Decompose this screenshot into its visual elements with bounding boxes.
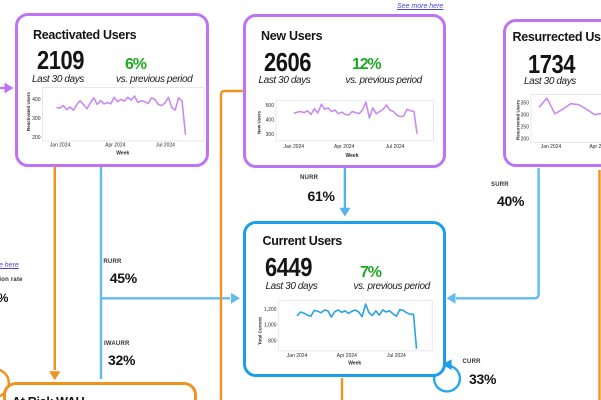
- svg-text:Jan 2024: Jan 2024: [284, 144, 305, 150]
- svg-text:Apr 2024: Apr 2024: [334, 144, 355, 150]
- svg-text:1,000: 1,000: [264, 322, 277, 328]
- svg-text:400: 400: [32, 97, 41, 103]
- svg-text:Jan 2024: Jan 2024: [287, 353, 308, 359]
- svg-text:500: 500: [266, 103, 275, 109]
- svg-text:Jul 2024: Jul 2024: [156, 143, 175, 149]
- svg-text:Jan 2024: Jan 2024: [541, 144, 562, 150]
- svg-text:1,200: 1,200: [264, 306, 277, 312]
- svg-text:300: 300: [32, 116, 41, 122]
- svg-text:Reactivated Users: Reactivated Users: [26, 91, 31, 131]
- svg-text:200: 200: [32, 135, 41, 141]
- svg-text:Total Current: Total Current: [258, 316, 263, 344]
- svg-text:300: 300: [521, 112, 530, 118]
- svg-text:Week: Week: [348, 360, 361, 366]
- svg-text:350: 350: [521, 100, 530, 106]
- svg-text:Jul 2024: Jul 2024: [387, 353, 406, 359]
- svg-text:250: 250: [521, 124, 530, 130]
- svg-text:Resurrected Users: Resurrected Users: [516, 99, 521, 140]
- svg-text:New Users: New Users: [257, 110, 262, 134]
- svg-text:200: 200: [521, 136, 530, 142]
- svg-text:Jul 2024: Jul 2024: [386, 144, 405, 150]
- svg-text:Week: Week: [116, 151, 129, 157]
- svg-text:Apr 2024: Apr 2024: [105, 143, 126, 149]
- svg-text:Week: Week: [346, 153, 359, 159]
- svg-text:400: 400: [266, 117, 275, 123]
- svg-text:Apr 2024: Apr 2024: [337, 353, 358, 359]
- svg-text:Jan 2024: Jan 2024: [49, 143, 70, 149]
- svg-text:Apr 2024: Apr 2024: [589, 144, 601, 150]
- svg-text:300: 300: [266, 132, 275, 138]
- svg-text:800: 800: [268, 338, 277, 344]
